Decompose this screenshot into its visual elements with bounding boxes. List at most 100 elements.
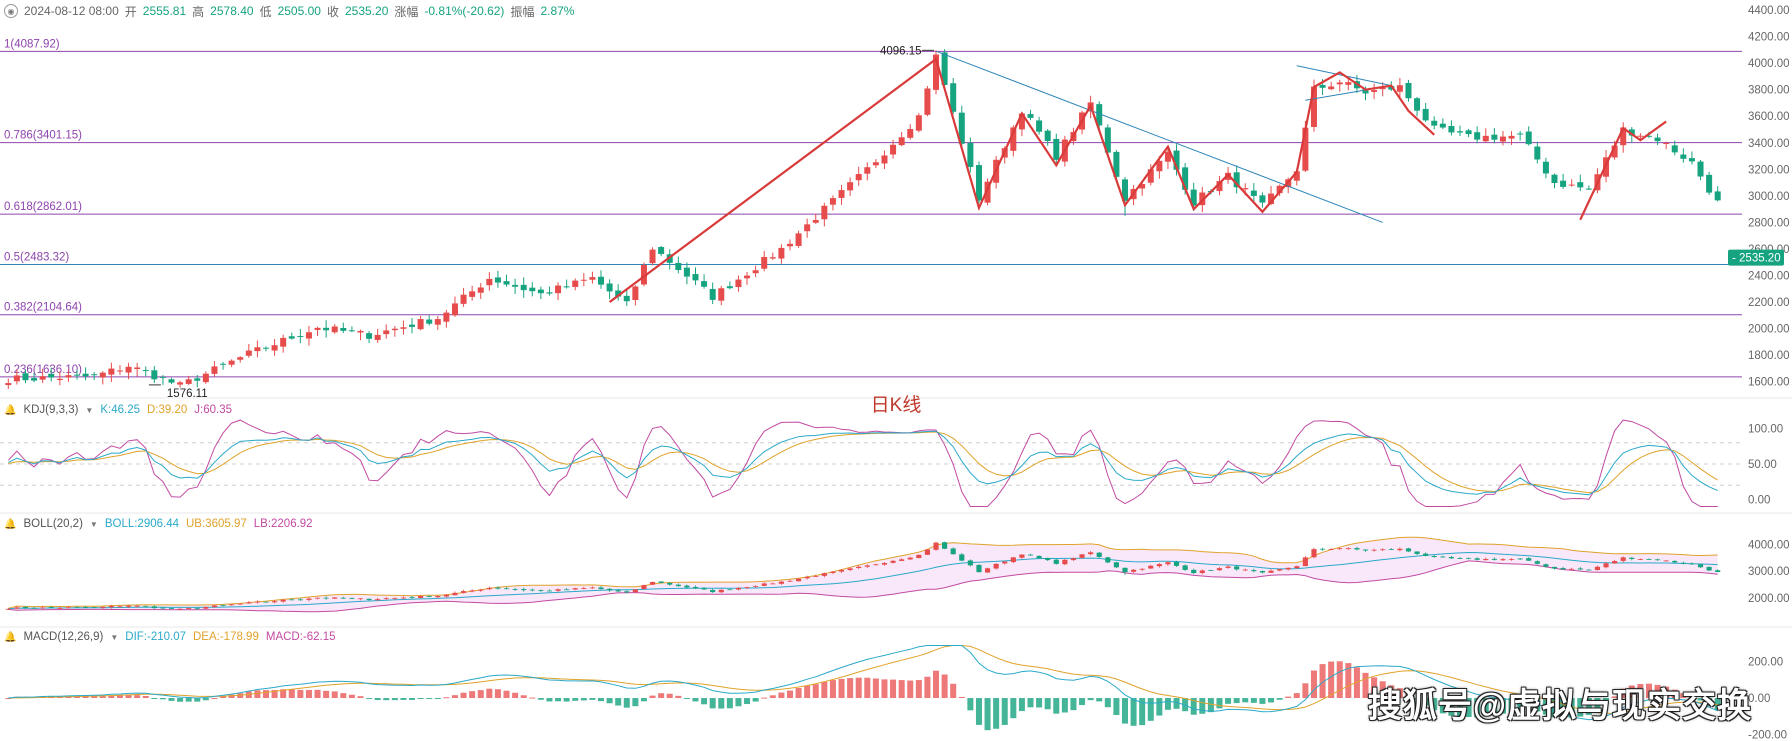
boll-candle-body: [1440, 556, 1446, 558]
boll-candle-body: [1680, 562, 1686, 564]
boll-candle-body: [306, 598, 312, 600]
macd-histogram-bar: [1654, 684, 1661, 699]
macd-histogram-bar: [1603, 698, 1610, 704]
boll-candle-body: [100, 606, 106, 608]
macd-legend[interactable]: 🔔 MACD(12,26,9) ▼ DIF:-210.07 DEA:-178.9…: [4, 629, 336, 645]
candle-body: [22, 373, 29, 381]
macd-histogram-bar: [228, 694, 235, 699]
boll-candle-body: [177, 608, 183, 610]
macd-y-tick-label: 0.00: [1748, 693, 1770, 705]
candle-body: [1302, 127, 1309, 171]
boll-candle-body: [1208, 570, 1214, 571]
boll-candle-body: [1646, 559, 1652, 560]
macd-histogram-bar: [1371, 677, 1378, 699]
candle-body: [1680, 154, 1687, 159]
candle-body: [1577, 182, 1584, 188]
boll-candle-body: [1362, 549, 1369, 551]
boll-candle-body: [1672, 560, 1678, 563]
candle-body: [881, 155, 888, 164]
boll-candle-body: [1483, 559, 1489, 561]
candle-body: [1508, 135, 1515, 139]
boll-candle-body: [220, 605, 226, 606]
candle-body: [142, 370, 149, 372]
candle-body: [924, 88, 931, 115]
boll-candle-body: [804, 576, 810, 579]
boll-candle-body: [1663, 560, 1669, 562]
candle-body: [1697, 161, 1704, 177]
eye-icon[interactable]: ◉: [4, 4, 18, 18]
boll-candle-body: [1423, 553, 1429, 556]
candle-body: [915, 115, 922, 131]
bell-icon[interactable]: 🔔: [4, 518, 17, 530]
boll-candle-body: [48, 607, 54, 608]
boll-candle-body: [598, 587, 604, 590]
candle-body: [323, 327, 330, 331]
price-y-tick-label: 4200.00: [1748, 32, 1790, 44]
macd-histogram-bar: [1585, 698, 1592, 715]
kdj-legend[interactable]: 🔔 KDJ(9,3,3) ▼ K:46.25 D:39.20 J:60.35: [4, 402, 232, 418]
macd-histogram-bar: [99, 696, 106, 699]
boll-candle-body: [624, 591, 630, 593]
boll-legend[interactable]: 🔔 BOLL(20,2) ▼ BOLL:2906.44 UB:3605.97 L…: [4, 516, 313, 532]
candle-body: [975, 165, 982, 201]
boll-candle-body: [1173, 562, 1180, 566]
candle-body: [1156, 160, 1163, 172]
boll-candle-body: [830, 571, 836, 573]
price-y-tick-label: 3200.00: [1748, 164, 1790, 176]
candle-body: [1233, 172, 1240, 188]
chevron-down-icon[interactable]: ▼: [89, 519, 98, 529]
macd-histogram-bar: [950, 683, 957, 699]
close-label: 收: [326, 4, 339, 19]
boll-candle-body: [1397, 548, 1403, 551]
macd-histogram-bar: [91, 696, 98, 699]
boll-candle-body: [589, 587, 595, 589]
boll-candle-body: [31, 607, 37, 609]
candle-body: [1637, 135, 1644, 137]
bell-icon[interactable]: 🔔: [4, 404, 17, 416]
macd-histogram-bar: [1560, 698, 1567, 719]
boll-candle-body: [418, 595, 424, 599]
macd-histogram-bar: [271, 690, 278, 699]
boll-candle-body: [1311, 549, 1317, 558]
boll-candle-body: [924, 549, 931, 555]
fib-level-label: 0.786(3401.15): [4, 130, 82, 142]
boll-candle-body: [1706, 566, 1712, 571]
boll-candle-body: [1569, 568, 1575, 570]
candle-body: [872, 162, 879, 166]
boll-candle-body: [1715, 570, 1721, 573]
bell-icon[interactable]: 🔔: [4, 631, 17, 643]
macd-histogram-bar: [1396, 688, 1403, 699]
macd-histogram-bar: [1542, 698, 1549, 715]
macd-histogram-bar: [211, 698, 218, 700]
macd-histogram-bar: [142, 695, 149, 699]
macd-histogram-bar: [1216, 698, 1223, 709]
boll-candle-body: [1053, 559, 1059, 564]
candle-body: [469, 291, 476, 297]
boll-candle-body: [1242, 569, 1248, 571]
candle-body: [340, 328, 347, 331]
candle-body: [1182, 167, 1189, 190]
boll-candle-body: [1165, 562, 1171, 565]
macd-histogram-bar: [658, 693, 665, 699]
open-value: 2555.81: [142, 4, 187, 18]
boll-ub-value: UB:3605.97: [186, 518, 247, 530]
macd-histogram-bar: [1422, 698, 1429, 706]
macd-histogram-bar: [288, 689, 295, 699]
candle-body: [443, 312, 450, 322]
macd-histogram-bar: [1113, 698, 1120, 716]
macd-histogram-bar: [1465, 698, 1472, 718]
macd-dif-value: DIF:-210.07: [125, 631, 186, 643]
macd-histogram-bar: [933, 670, 940, 699]
macd-histogram-bar: [1362, 672, 1369, 699]
macd-histogram-bar: [323, 690, 330, 699]
macd-histogram-bar: [1534, 698, 1541, 712]
swing-arrow-path: [608, 57, 1435, 303]
boll-candle-body: [1560, 568, 1566, 570]
chevron-down-icon[interactable]: ▼: [110, 632, 119, 642]
candle-body: [864, 167, 871, 174]
macd-histogram-bar: [675, 695, 682, 699]
macd-histogram-bar: [1663, 686, 1670, 699]
boll-candle-body: [1466, 557, 1472, 559]
chevron-down-icon[interactable]: ▼: [85, 405, 94, 415]
